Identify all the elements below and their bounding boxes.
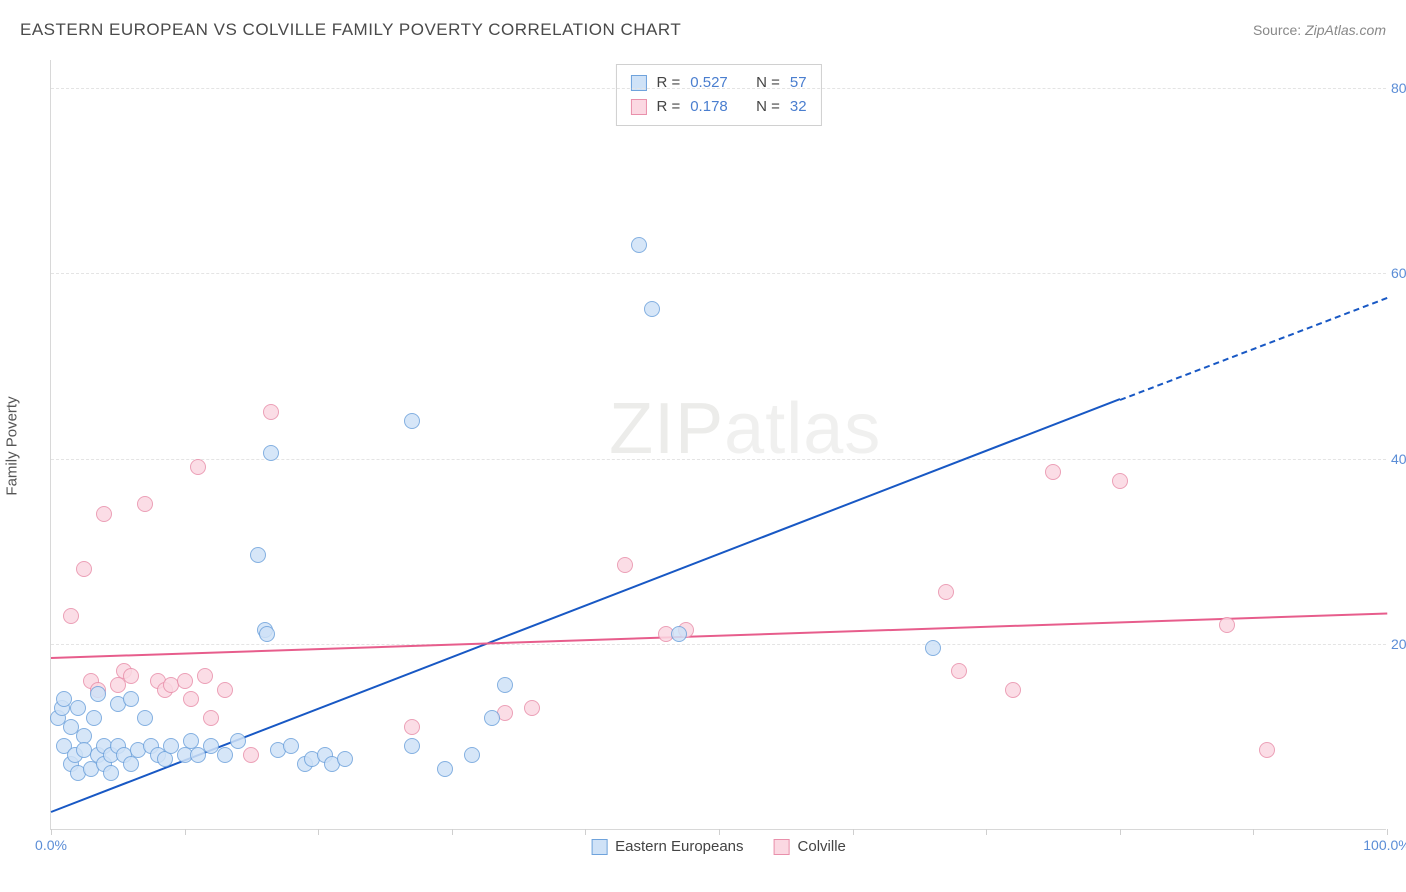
corr-swatch-pink (630, 99, 646, 115)
data-point-pink (1045, 464, 1061, 480)
data-point-blue (283, 738, 299, 754)
data-point-pink (217, 682, 233, 698)
r-label: R = (656, 95, 680, 119)
r-value-pink: 0.178 (690, 95, 728, 119)
x-tick (1387, 829, 1388, 835)
legend: Eastern Europeans Colville (591, 838, 846, 855)
data-point-blue (86, 710, 102, 726)
source-attribution: Source: ZipAtlas.com (1253, 22, 1386, 38)
x-tick (585, 829, 586, 835)
correlation-box: R = 0.527 N = 57 R = 0.178 N = 32 (615, 64, 821, 126)
x-tick (51, 829, 52, 835)
x-tick (452, 829, 453, 835)
data-point-blue (217, 747, 233, 763)
gridline (51, 459, 1386, 460)
x-tick (719, 829, 720, 835)
data-point-blue (230, 733, 246, 749)
data-point-blue (644, 301, 660, 317)
legend-swatch-blue (591, 839, 607, 855)
y-tick-label: 80.0% (1391, 80, 1406, 96)
data-point-pink (1219, 617, 1235, 633)
x-tick (986, 829, 987, 835)
n-label: N = (756, 95, 780, 119)
data-point-pink (96, 506, 112, 522)
corr-row-blue: R = 0.527 N = 57 (630, 71, 806, 95)
data-point-blue (497, 677, 513, 693)
data-point-pink (190, 459, 206, 475)
r-label: R = (656, 71, 680, 95)
watermark-atlas: atlas (724, 389, 881, 469)
data-point-pink (951, 663, 967, 679)
y-tick-label: 60.0% (1391, 265, 1406, 281)
data-point-blue (464, 747, 480, 763)
x-tick (853, 829, 854, 835)
data-point-blue (90, 686, 106, 702)
data-point-pink (1259, 742, 1275, 758)
data-point-blue (404, 413, 420, 429)
y-axis-label: Family Poverty (4, 396, 21, 495)
r-value-blue: 0.527 (690, 71, 728, 95)
watermark-zip: ZIP (609, 389, 724, 469)
n-label: N = (756, 71, 780, 95)
x-tick (1120, 829, 1121, 835)
trend-line (1119, 297, 1387, 401)
data-point-pink (197, 668, 213, 684)
x-tick (185, 829, 186, 835)
y-tick-label: 20.0% (1391, 636, 1406, 652)
corr-row-pink: R = 0.178 N = 32 (630, 95, 806, 119)
data-point-blue (263, 445, 279, 461)
data-point-pink (137, 496, 153, 512)
data-point-blue (157, 751, 173, 767)
legend-label-pink: Colville (798, 838, 846, 855)
gridline (51, 88, 1386, 89)
data-point-blue (437, 761, 453, 777)
data-point-pink (177, 673, 193, 689)
data-point-pink (524, 700, 540, 716)
data-point-blue (123, 691, 139, 707)
data-point-pink (76, 561, 92, 577)
data-point-pink (404, 719, 420, 735)
y-tick-label: 40.0% (1391, 451, 1406, 467)
data-point-blue (631, 237, 647, 253)
gridline (51, 273, 1386, 274)
chart-title: EASTERN EUROPEAN VS COLVILLE FAMILY POVE… (20, 20, 681, 40)
data-point-pink (938, 584, 954, 600)
data-point-blue (123, 756, 139, 772)
data-point-blue (259, 626, 275, 642)
x-tick-label: 0.0% (35, 837, 67, 853)
legend-swatch-pink (774, 839, 790, 855)
data-point-blue (70, 700, 86, 716)
data-point-pink (1112, 473, 1128, 489)
data-point-pink (183, 691, 199, 707)
data-point-pink (203, 710, 219, 726)
data-point-pink (243, 747, 259, 763)
gridline (51, 644, 1386, 645)
data-point-pink (617, 557, 633, 573)
n-value-blue: 57 (790, 71, 807, 95)
n-value-pink: 32 (790, 95, 807, 119)
data-point-pink (123, 668, 139, 684)
data-point-blue (484, 710, 500, 726)
x-tick (318, 829, 319, 835)
data-point-pink (63, 608, 79, 624)
data-point-blue (925, 640, 941, 656)
data-point-blue (250, 547, 266, 563)
data-point-pink (263, 404, 279, 420)
data-point-blue (137, 710, 153, 726)
legend-label-blue: Eastern Europeans (615, 838, 743, 855)
data-point-blue (337, 751, 353, 767)
data-point-blue (671, 626, 687, 642)
trend-line (51, 612, 1387, 659)
legend-item-pink: Colville (774, 838, 846, 855)
x-tick (1253, 829, 1254, 835)
scatter-chart: ZIPatlas R = 0.527 N = 57 R = 0.178 N = … (50, 60, 1386, 830)
source-label: Source: (1253, 22, 1301, 38)
x-tick-label: 100.0% (1363, 837, 1406, 853)
legend-item-blue: Eastern Europeans (591, 838, 743, 855)
data-point-pink (1005, 682, 1021, 698)
data-point-blue (404, 738, 420, 754)
source-name: ZipAtlas.com (1305, 22, 1386, 38)
watermark: ZIPatlas (609, 388, 881, 470)
data-point-blue (103, 765, 119, 781)
